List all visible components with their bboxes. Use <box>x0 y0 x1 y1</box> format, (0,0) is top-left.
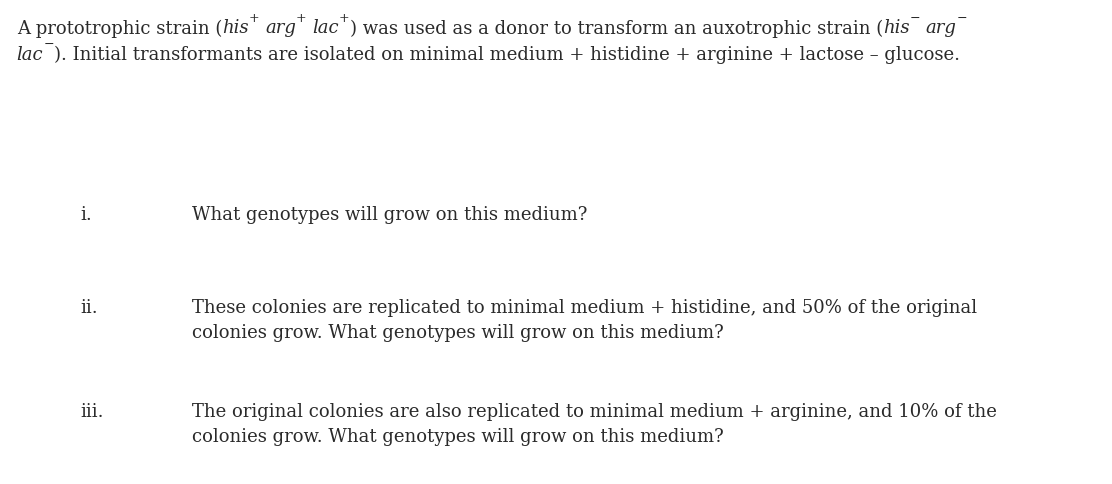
Text: The original colonies are also replicated to minimal medium + arginine, and 10% : The original colonies are also replicate… <box>191 402 996 420</box>
Text: ). Initial transformants are isolated on minimal medium + histidine + arginine +: ). Initial transformants are isolated on… <box>53 46 960 64</box>
Text: his: his <box>883 19 910 37</box>
Text: ii.: ii. <box>80 298 98 316</box>
Text: These colonies are replicated to minimal medium + histidine, and 50% of the orig: These colonies are replicated to minimal… <box>191 298 976 316</box>
Text: i.: i. <box>80 205 92 223</box>
Text: arg: arg <box>265 19 296 37</box>
Text: A prototrophic strain (: A prototrophic strain ( <box>17 19 222 38</box>
Text: −: − <box>910 12 920 25</box>
Text: +: + <box>249 12 259 25</box>
Text: What genotypes will grow on this medium?: What genotypes will grow on this medium? <box>191 205 587 223</box>
Text: +: + <box>339 12 349 25</box>
Text: colonies grow. What genotypes will grow on this medium?: colonies grow. What genotypes will grow … <box>191 323 724 341</box>
Text: −: − <box>43 38 53 51</box>
Text: colonies grow. What genotypes will grow on this medium?: colonies grow. What genotypes will grow … <box>191 427 724 445</box>
Text: −: − <box>956 12 967 25</box>
Text: arg: arg <box>926 19 956 37</box>
Text: lac: lac <box>17 46 43 64</box>
Text: lac: lac <box>312 19 339 37</box>
Text: iii.: iii. <box>80 402 105 420</box>
Text: his: his <box>222 19 249 37</box>
Text: +: + <box>296 12 307 25</box>
Text: ) was used as a donor to transform an auxotrophic strain (: ) was used as a donor to transform an au… <box>349 19 883 38</box>
